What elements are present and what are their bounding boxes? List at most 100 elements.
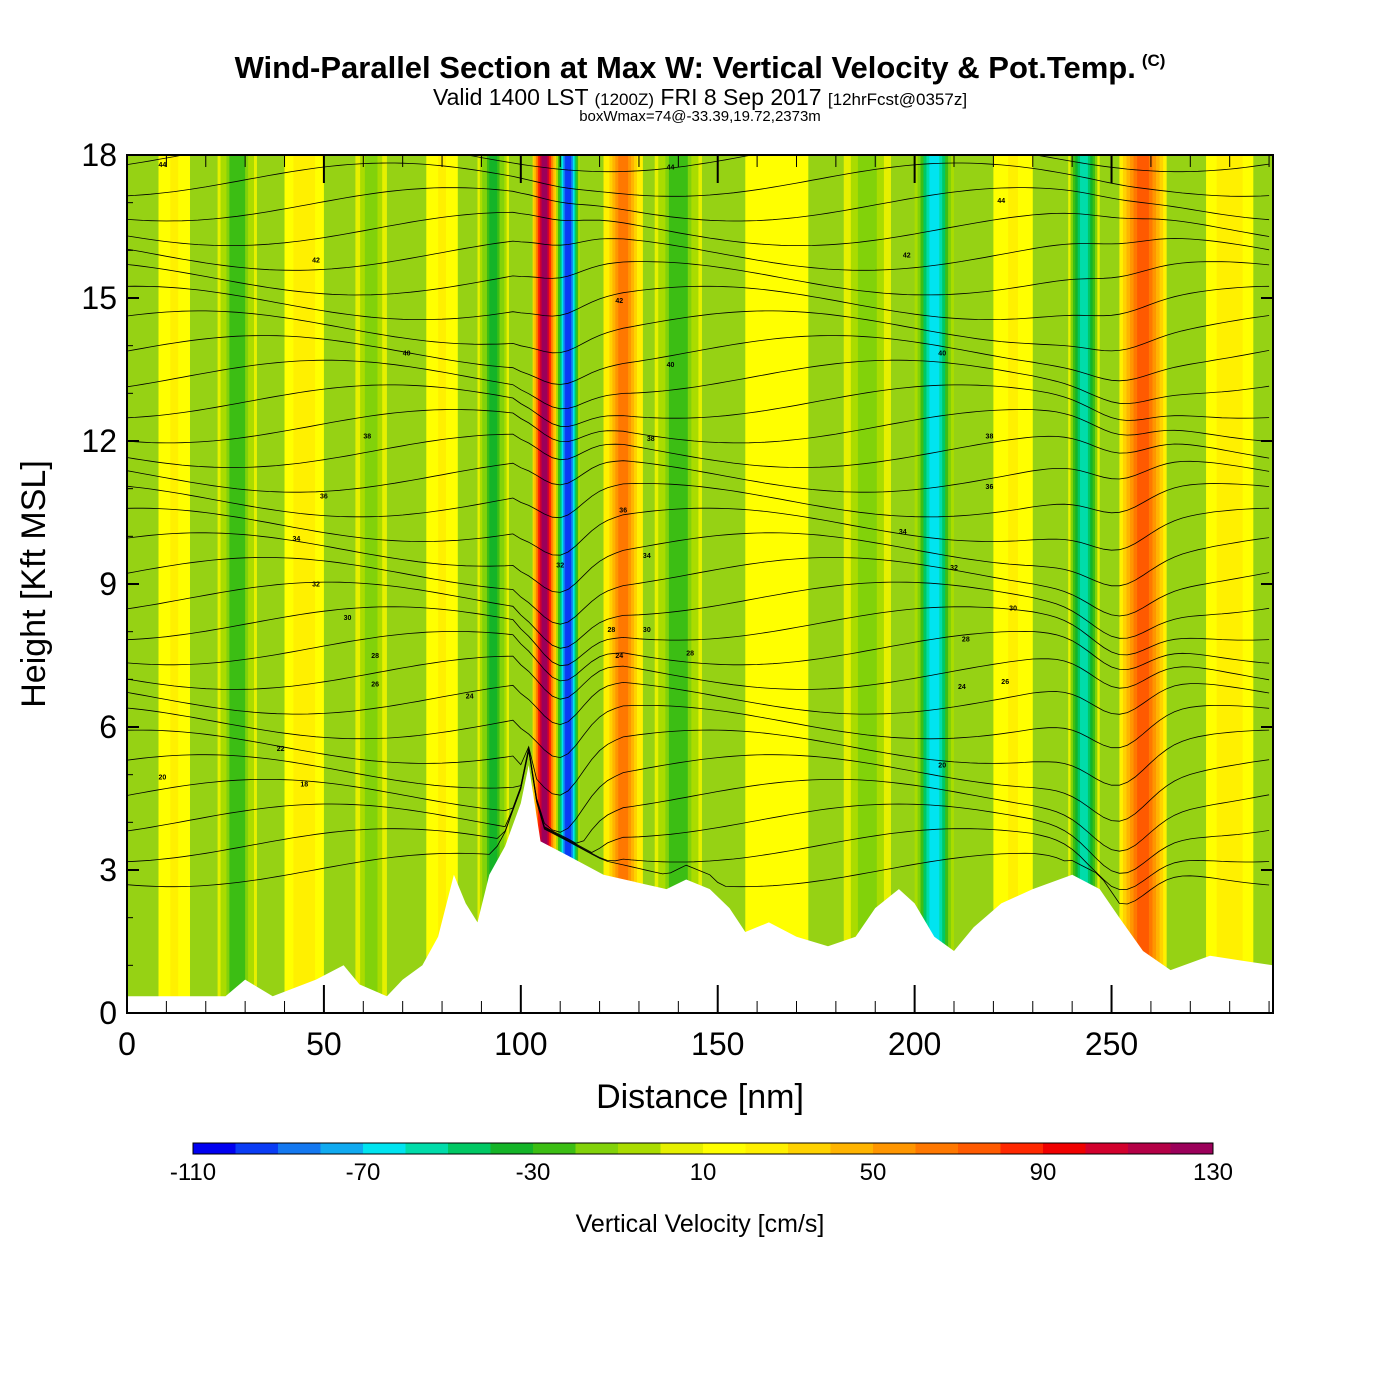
contour-label-36: 18 bbox=[300, 782, 308, 789]
isentrope-17 bbox=[127, 749, 1270, 874]
colorbar-segment-13 bbox=[745, 1143, 789, 1154]
y-tick-label-3: 9 bbox=[99, 566, 117, 602]
velocity-column-10 bbox=[745, 155, 809, 1013]
terrain-mask bbox=[127, 765, 1273, 1013]
y-tick-label-6: 18 bbox=[81, 137, 117, 173]
velocity-column-16 bbox=[1206, 155, 1254, 1013]
colorbar-label-5: 90 bbox=[1030, 1159, 1057, 1186]
velocity-column-0 bbox=[158, 155, 191, 1013]
contour-label-30: 24 bbox=[466, 694, 474, 701]
contour-label-3: 42 bbox=[312, 257, 320, 264]
isentrope-23 bbox=[127, 655, 1270, 700]
x-tick-label-4: 200 bbox=[888, 1026, 941, 1062]
isentrope-24 bbox=[127, 630, 1270, 682]
x-tick-label-5: 250 bbox=[1085, 1026, 1138, 1062]
contour-label-15: 34 bbox=[292, 536, 300, 543]
chart-subtitle: Valid 1400 LST (1200Z) FRI 8 Sep 2017 [1… bbox=[0, 84, 1400, 111]
y-tick-label-1: 3 bbox=[99, 852, 117, 888]
contour-label-6: 40 bbox=[403, 350, 411, 357]
contour-label-2: 44 bbox=[997, 198, 1005, 205]
chart-title: Wind-Parallel Section at Max W: Vertical… bbox=[0, 50, 1400, 86]
contour-label-33: 22 bbox=[277, 746, 285, 753]
contour-label-35: 20 bbox=[938, 763, 946, 770]
colorbar-segment-10 bbox=[618, 1143, 661, 1154]
colorbar-segment-2 bbox=[278, 1143, 321, 1154]
colorbar-segment-5 bbox=[405, 1143, 449, 1154]
contour-label-22: 30 bbox=[643, 627, 651, 634]
y-tick-label-5: 15 bbox=[81, 280, 117, 316]
isentrope-25 bbox=[127, 606, 1270, 667]
isentrope-20 bbox=[127, 729, 1270, 796]
colorbar-label-1: -70 bbox=[346, 1159, 381, 1186]
x-axis-label: Distance [nm] bbox=[596, 1078, 804, 1116]
colorbar-label-0: -110 bbox=[170, 1159, 216, 1186]
colorbar-segment-12 bbox=[703, 1143, 746, 1154]
velocity-band-15-6 bbox=[1137, 155, 1149, 1013]
colorbar-segment-14 bbox=[788, 1143, 831, 1154]
velocity-band-12-6 bbox=[929, 155, 940, 1013]
colorbar-segment-8 bbox=[533, 1143, 576, 1154]
isentrope-32 bbox=[127, 433, 1270, 468]
velocity-band-4-6 bbox=[438, 155, 446, 1013]
isentrope-31 bbox=[127, 460, 1270, 493]
isentrope-27 bbox=[127, 557, 1270, 625]
velocity-column-12 bbox=[914, 155, 955, 1013]
contour-label-19: 32 bbox=[556, 562, 564, 569]
velocity-column-15 bbox=[1119, 155, 1167, 1013]
colorbar-segment-18 bbox=[958, 1143, 1001, 1154]
contour-label-16: 34 bbox=[643, 553, 651, 560]
contour-label-20: 32 bbox=[950, 565, 958, 572]
subtitle-date: FRI 8 Sep 2017 bbox=[660, 84, 822, 110]
isentrope-28 bbox=[127, 532, 1270, 593]
velocity-column-7 bbox=[556, 155, 580, 1013]
x-tick-label-0: 0 bbox=[118, 1026, 136, 1062]
velocity-column-4 bbox=[426, 155, 458, 1013]
colorbar-segment-16 bbox=[873, 1143, 916, 1154]
isentrope-35 bbox=[127, 359, 1270, 410]
velocity-band-5-6 bbox=[489, 155, 498, 1013]
velocity-band-9-6 bbox=[672, 155, 685, 1013]
isentrope-44 bbox=[127, 155, 1270, 173]
isentrope-18 bbox=[127, 748, 1270, 852]
colorbar: -110 -70 -30 10 50 90 130 bbox=[170, 1142, 1233, 1186]
colorbar-segment-19 bbox=[1000, 1143, 1044, 1154]
x-tick-label-3: 150 bbox=[691, 1026, 744, 1062]
subtitle-valid: Valid 1400 LST bbox=[432, 84, 589, 110]
subtitle-utc: (1200Z) bbox=[594, 90, 655, 109]
chart-title-text: Wind-Parallel Section at Max W: Vertical… bbox=[234, 50, 1136, 85]
contour-label-24: 28 bbox=[371, 653, 379, 660]
colorbar-label-2: -30 bbox=[516, 1159, 551, 1186]
velocity-band-0-6 bbox=[170, 155, 179, 1013]
isentrope-43 bbox=[127, 162, 1270, 197]
colorbar-segment-9 bbox=[575, 1143, 619, 1154]
contour-label-18: 32 bbox=[312, 582, 320, 589]
colorbar-segment-3 bbox=[320, 1143, 364, 1154]
colorbar-label-3: 10 bbox=[690, 1159, 717, 1186]
isentrope-22 bbox=[127, 681, 1270, 726]
velocity-column-2 bbox=[284, 155, 324, 1013]
contour-label-34: 20 bbox=[159, 775, 167, 782]
contour-label-0: 44 bbox=[159, 162, 167, 169]
velocity-band-7-6 bbox=[565, 155, 572, 1013]
isentrope-34 bbox=[127, 384, 1270, 427]
contour-label-27: 28 bbox=[962, 636, 970, 643]
contour-label-28: 26 bbox=[371, 682, 379, 689]
y-tick-label-2: 6 bbox=[99, 709, 117, 745]
chart-subtitle-2: boxWmax=74@-33.39,19.72,2373m bbox=[579, 108, 821, 125]
colorbar-frame bbox=[192, 1142, 1214, 1155]
velocity-column-9 bbox=[654, 155, 702, 1013]
isentrope-29 bbox=[127, 507, 1270, 556]
isentrope-19 bbox=[127, 747, 1270, 833]
contour-label-17: 34 bbox=[899, 529, 907, 536]
colorbar-segment-17 bbox=[915, 1143, 959, 1154]
contour-label-32: 24 bbox=[958, 684, 966, 691]
contour-label-23: 30 bbox=[1009, 605, 1017, 612]
contour-label-7: 40 bbox=[667, 362, 675, 369]
velocity-column-14 bbox=[1068, 155, 1100, 1013]
contour-label-14: 36 bbox=[986, 484, 994, 491]
velocity-column-13 bbox=[993, 155, 1033, 1013]
contour-label-26: 28 bbox=[686, 651, 694, 658]
isentrope-40 bbox=[127, 238, 1270, 271]
colorbar-title: Vertical Velocity [cm/s] bbox=[576, 1210, 825, 1238]
velocity-band-11-6 bbox=[861, 155, 874, 1013]
